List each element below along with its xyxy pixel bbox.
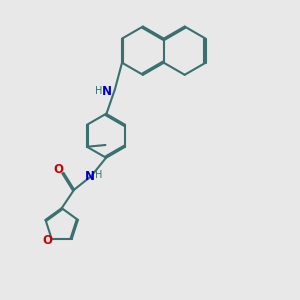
Text: H: H [95, 170, 103, 180]
Text: N: N [102, 85, 112, 98]
Text: O: O [53, 163, 64, 176]
Text: N: N [85, 170, 95, 183]
Text: H: H [94, 86, 102, 96]
Text: O: O [42, 234, 52, 247]
